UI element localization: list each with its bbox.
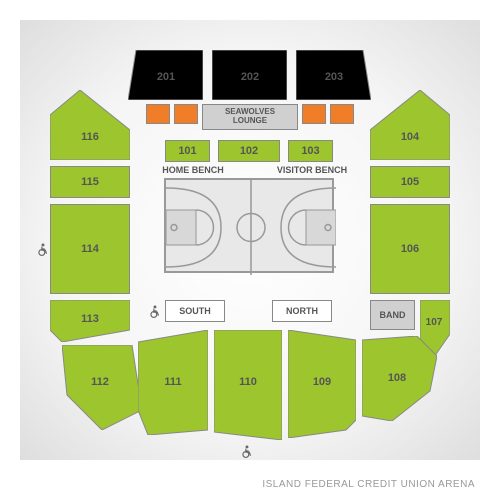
seawolves-lounge[interactable]: SEAWOLVES LOUNGE <box>202 104 298 130</box>
svg-text:203: 203 <box>325 71 343 83</box>
wheelchair-icon <box>36 242 50 256</box>
section-band[interactable]: BAND <box>370 300 415 330</box>
orange-box-2[interactable] <box>174 104 198 124</box>
section-203[interactable]: 203 <box>296 50 371 100</box>
svg-text:201: 201 <box>157 71 175 83</box>
svg-text:109: 109 <box>313 376 331 388</box>
venue-name-footer: ISLAND FEDERAL CREDIT UNION ARENA <box>262 479 475 490</box>
svg-text:113: 113 <box>81 313 99 325</box>
svg-text:108: 108 <box>388 372 406 384</box>
lounge-label-2: LOUNGE <box>233 117 267 126</box>
section-105[interactable]: 105 <box>370 166 450 198</box>
section-202[interactable]: 202 <box>212 50 287 100</box>
svg-text:202: 202 <box>241 71 259 83</box>
svg-text:116: 116 <box>81 131 99 143</box>
section-104[interactable]: 104 <box>370 90 450 160</box>
section-111[interactable]: 111 <box>138 330 208 435</box>
section-102[interactable]: 102 <box>218 140 280 162</box>
section-114[interactable]: 114 <box>50 204 130 294</box>
wheelchair-icon <box>148 304 162 318</box>
south-box: SOUTH <box>165 300 225 322</box>
wheelchair-icon <box>240 444 254 458</box>
section-116[interactable]: 116 <box>50 90 130 160</box>
basketball-court <box>164 178 334 273</box>
home-bench-label: HOME BENCH <box>158 165 228 175</box>
north-box: NORTH <box>272 300 332 322</box>
section-103[interactable]: 103 <box>288 140 333 162</box>
svg-text:110: 110 <box>239 376 257 388</box>
section-201[interactable]: 201 <box>128 50 203 100</box>
svg-text:112: 112 <box>91 376 109 388</box>
section-110[interactable]: 110 <box>214 330 282 440</box>
visitor-bench-label: VISITOR BENCH <box>272 165 352 175</box>
orange-box-1[interactable] <box>146 104 170 124</box>
section-101[interactable]: 101 <box>165 140 210 162</box>
section-115[interactable]: 115 <box>50 166 130 198</box>
svg-text:104: 104 <box>401 131 420 143</box>
svg-text:111: 111 <box>164 376 181 388</box>
svg-text:107: 107 <box>426 317 443 328</box>
orange-box-4[interactable] <box>330 104 354 124</box>
section-106[interactable]: 106 <box>370 204 450 294</box>
section-108[interactable]: 108 <box>362 336 437 421</box>
section-113[interactable]: 113 <box>50 300 130 342</box>
section-109[interactable]: 109 <box>288 330 356 438</box>
section-112[interactable]: 112 <box>62 345 142 430</box>
orange-box-3[interactable] <box>302 104 326 124</box>
